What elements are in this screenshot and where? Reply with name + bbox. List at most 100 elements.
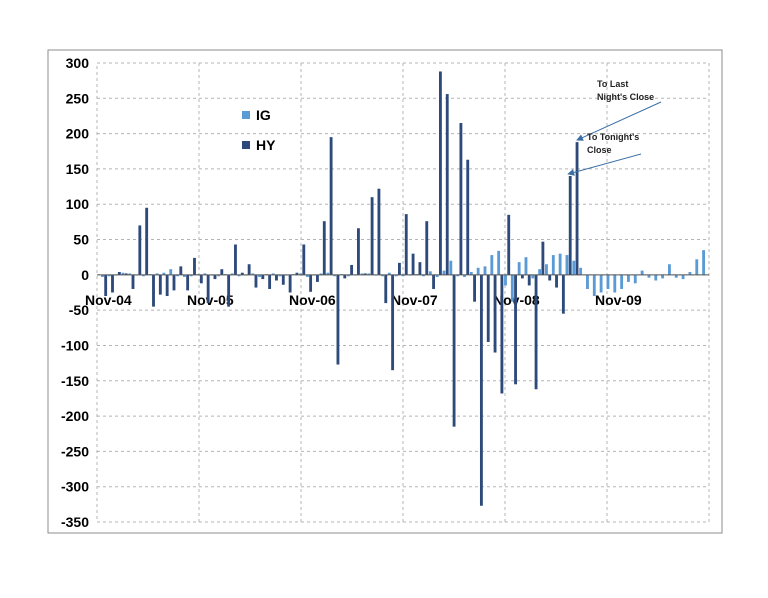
bar-ig bbox=[483, 266, 487, 275]
bar-hy bbox=[411, 253, 415, 275]
bar-hy bbox=[357, 228, 360, 275]
bar-hy bbox=[158, 274, 162, 295]
x-tick-label: Nov-09 bbox=[595, 292, 642, 308]
bar-ig bbox=[258, 274, 261, 277]
legend-label-ig: IG bbox=[256, 107, 271, 123]
bar-ig bbox=[620, 274, 624, 289]
bar-hy bbox=[425, 221, 429, 275]
bar-ig bbox=[469, 272, 473, 275]
bar-ig bbox=[237, 274, 241, 277]
bar-ig bbox=[627, 274, 630, 282]
bar-ig bbox=[278, 274, 282, 277]
bar-hy bbox=[555, 274, 558, 288]
bar-ig bbox=[169, 269, 173, 275]
y-tick-label: 0 bbox=[81, 267, 89, 283]
bar-hy bbox=[500, 274, 504, 394]
bar-hy bbox=[165, 274, 169, 297]
bar-ig bbox=[490, 255, 494, 275]
bar-ig bbox=[538, 269, 542, 275]
x-tick-label: Nov-07 bbox=[391, 292, 438, 308]
bar-ig bbox=[524, 257, 528, 275]
y-tick-label: 50 bbox=[73, 232, 89, 248]
bar-hy bbox=[227, 274, 231, 307]
bar-hy bbox=[377, 188, 381, 275]
bar-hy bbox=[391, 274, 395, 371]
bar-hy bbox=[343, 274, 347, 279]
bar-ig bbox=[456, 274, 460, 277]
annotation-text: To Tonight's bbox=[587, 132, 639, 142]
bar-ig bbox=[128, 273, 132, 275]
bar-ig bbox=[428, 271, 432, 275]
bar-hy bbox=[520, 274, 524, 279]
bar-hy bbox=[479, 274, 483, 506]
bar-hy bbox=[336, 274, 340, 365]
bar-ig bbox=[565, 255, 569, 275]
bar-ig bbox=[176, 274, 179, 277]
bar-ig bbox=[230, 273, 234, 275]
y-tick-label: -200 bbox=[61, 408, 89, 424]
bar-ig bbox=[182, 274, 186, 277]
bar-hy bbox=[575, 142, 579, 275]
bar-ig bbox=[592, 274, 596, 297]
y-tick-label: -300 bbox=[61, 479, 89, 495]
y-tick-label: 150 bbox=[66, 161, 90, 177]
legend-swatch-ig bbox=[242, 111, 250, 119]
bar-ig bbox=[101, 274, 104, 277]
bar-ig bbox=[688, 272, 692, 275]
y-tick-label: 100 bbox=[66, 196, 90, 212]
bar-hy bbox=[281, 274, 285, 285]
bar-hy bbox=[268, 274, 272, 289]
bar-ig bbox=[476, 267, 480, 275]
bar-hy bbox=[370, 197, 374, 275]
bar-ig bbox=[606, 274, 610, 289]
bar-hy bbox=[561, 274, 565, 314]
bar-ig bbox=[640, 270, 644, 275]
annotation-text: Night's Close bbox=[597, 92, 654, 102]
y-tick-label: -350 bbox=[61, 514, 89, 530]
bar-hy bbox=[234, 244, 237, 275]
bar-hy bbox=[172, 274, 176, 291]
bar-hy bbox=[534, 274, 538, 390]
bar-ig bbox=[586, 274, 589, 289]
bar-hy bbox=[438, 71, 442, 275]
bar-hy bbox=[206, 274, 210, 304]
bar-hy bbox=[288, 274, 292, 293]
annotation-arrow bbox=[576, 101, 662, 141]
bar-hy bbox=[309, 274, 313, 292]
bar-ig bbox=[107, 274, 111, 277]
bar-ig bbox=[155, 273, 159, 275]
bar-hy bbox=[145, 207, 149, 275]
bar-ig bbox=[189, 274, 193, 277]
bar-ig bbox=[510, 274, 514, 302]
bar-ig bbox=[497, 250, 501, 275]
bar-ig bbox=[633, 274, 637, 284]
bar-ig bbox=[504, 274, 507, 286]
chart-frame bbox=[47, 49, 723, 534]
legend-label-hy: HY bbox=[256, 137, 276, 153]
bar-hy bbox=[240, 272, 244, 275]
annotation-arrow bbox=[567, 153, 642, 176]
bar-hy bbox=[548, 274, 552, 281]
x-tick-label: Nov-04 bbox=[85, 292, 132, 308]
bar-hy bbox=[432, 274, 436, 289]
bar-ig bbox=[599, 274, 603, 293]
bar-ig bbox=[668, 264, 671, 275]
bar-ig bbox=[333, 274, 337, 277]
bar-hy bbox=[322, 221, 326, 275]
bar-ig bbox=[572, 260, 576, 275]
bar-hy bbox=[275, 274, 278, 281]
bar-hy bbox=[568, 175, 572, 275]
y-tick-label: 250 bbox=[66, 90, 90, 106]
bar-hy bbox=[514, 274, 517, 385]
bar-ig bbox=[435, 274, 439, 277]
bar-ig bbox=[579, 267, 583, 275]
y-tick-label: -250 bbox=[61, 443, 89, 459]
bar-ig bbox=[121, 272, 125, 275]
bar-ig bbox=[394, 274, 398, 277]
y-tick-label: -150 bbox=[61, 373, 89, 389]
bar-ig bbox=[422, 274, 425, 277]
bar-ig bbox=[203, 273, 207, 275]
bar-hy bbox=[220, 269, 224, 275]
